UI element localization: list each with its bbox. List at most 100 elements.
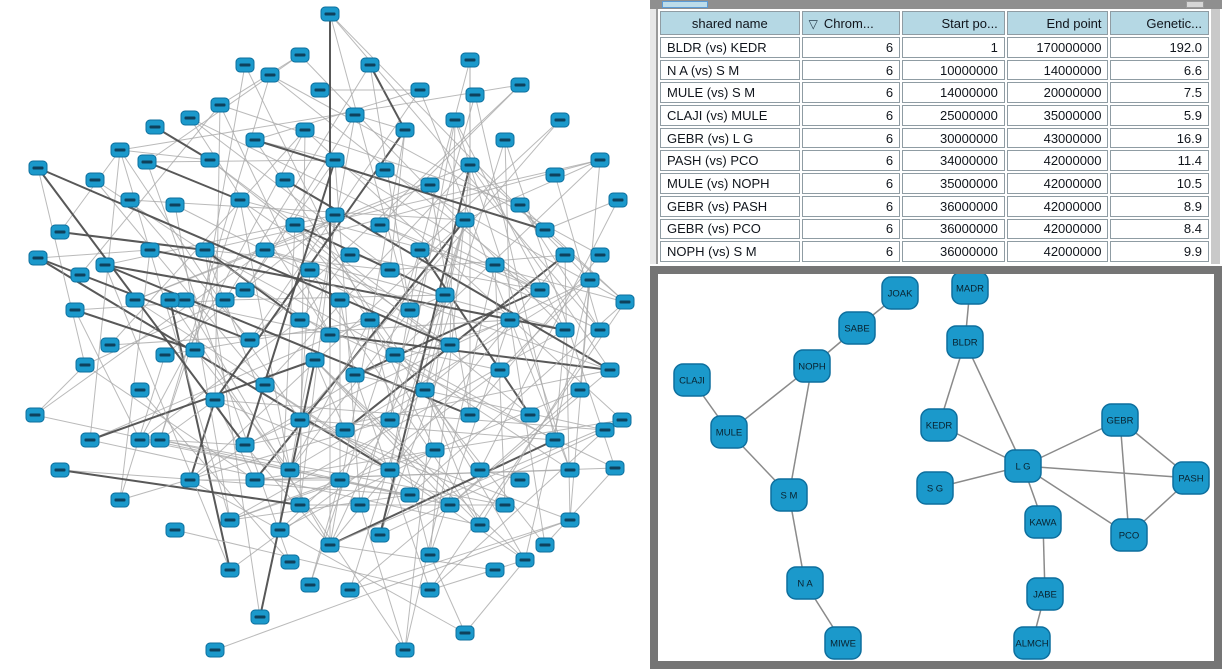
table-row[interactable]: CLAJI (vs) MULE 6 25000000 35000000 5.9 (660, 105, 1209, 126)
table-cell[interactable]: CLAJI (vs) MULE (660, 105, 800, 126)
network-node[interactable] (838, 311, 876, 345)
table-vertical-scrollbar[interactable] (1211, 9, 1220, 264)
network-node[interactable] (1024, 505, 1062, 539)
table-cell[interactable]: 34000000 (902, 150, 1005, 172)
table-cell[interactable]: 11.4 (1110, 150, 1209, 172)
subnetwork-edge[interactable] (1022, 465, 1192, 479)
table-cell[interactable]: 43000000 (1006, 127, 1109, 149)
table-row[interactable]: PASH (vs) PCO 6 34000000 42000000 11.4 (660, 150, 1209, 172)
table-cell[interactable]: NOPH (vs) S M (660, 241, 800, 262)
subnetwork-canvas[interactable]: JOAK MADR SABE BLDR NOPH CLAJI MULE KEDR GEBR L G… (658, 271, 1214, 661)
network-node[interactable] (793, 349, 831, 383)
network-node[interactable] (1101, 403, 1139, 437)
table-row[interactable]: GEBR (vs) PCO 6 36000000 42000000 8.4 (660, 218, 1209, 240)
table-row[interactable]: MULE (vs) NOPH 6 35000000 42000000 10.5 (660, 173, 1209, 194)
table-cell[interactable]: 25000000 (902, 105, 1005, 126)
table-cell[interactable]: 42000000 (1006, 150, 1109, 172)
table-cell[interactable]: 36000000 (902, 195, 1005, 217)
table-cell[interactable]: 8.9 (1110, 195, 1209, 217)
table-cell[interactable]: 1 (902, 37, 1005, 58)
table-row[interactable]: NOPH (vs) S M 6 36000000 42000000 9.9 (660, 241, 1209, 262)
table-cell[interactable]: 6.6 (1110, 59, 1209, 81)
scrollbar-thumb[interactable] (662, 1, 708, 8)
table-cell[interactable]: 6 (801, 127, 901, 149)
table-cell[interactable]: 35000000 (1006, 105, 1109, 126)
table-cell[interactable]: 42000000 (1006, 241, 1109, 262)
table-cell[interactable]: 10000000 (902, 59, 1005, 81)
network-node[interactable] (1026, 577, 1064, 611)
node-label (144, 248, 156, 252)
overview-edge (409, 301, 626, 496)
table-row[interactable]: MULE (vs) S M 6 14000000 20000000 7.5 (660, 82, 1209, 104)
table-cell[interactable]: 192.0 (1110, 37, 1209, 58)
table-cell[interactable]: MULE (vs) NOPH (660, 173, 800, 194)
table-row[interactable]: N A (vs) S M 6 10000000 14000000 6.6 (660, 59, 1209, 81)
table-cell[interactable]: GEBR (vs) L G (660, 127, 800, 149)
table-cell[interactable]: 8.4 (1110, 218, 1209, 240)
table-cell[interactable]: 36000000 (902, 241, 1005, 262)
column-header-end-point[interactable]: End point (1006, 11, 1109, 35)
table-cell[interactable]: 36000000 (902, 218, 1005, 240)
table-cell[interactable]: 14000000 (1006, 59, 1109, 81)
node-label (274, 528, 286, 532)
network-node[interactable] (824, 626, 862, 660)
table-cell[interactable]: 6 (801, 218, 901, 240)
table-cell[interactable]: 6 (801, 105, 901, 126)
network-node[interactable] (881, 276, 919, 310)
table-cell[interactable]: GEBR (vs) PCO (660, 218, 800, 240)
table-cell[interactable]: 35000000 (902, 173, 1005, 194)
table-cell[interactable]: 6 (801, 150, 901, 172)
table-row[interactable]: GEBR (vs) L G 6 30000000 43000000 16.9 (660, 127, 1209, 149)
scrollbar-end-box[interactable] (1186, 1, 1204, 8)
network-node[interactable] (770, 478, 808, 512)
node-label (384, 468, 396, 472)
table-cell[interactable]: 6 (801, 59, 901, 81)
table-cell[interactable]: 9.9 (1110, 241, 1209, 262)
network-node[interactable] (1004, 449, 1042, 483)
overview-network-canvas[interactable] (0, 0, 648, 669)
column-header-start-point[interactable]: Start po... (902, 11, 1005, 35)
table-horizontal-scrollbar[interactable] (650, 0, 1222, 9)
table-cell[interactable]: 7.5 (1110, 82, 1209, 104)
table-cell[interactable]: 5.9 (1110, 105, 1209, 126)
table-row[interactable]: GEBR (vs) PASH 6 36000000 42000000 8.9 (660, 195, 1209, 217)
table-cell[interactable]: 6 (801, 173, 901, 194)
column-header-chromosome[interactable]: ▽ Chrom... (801, 11, 901, 35)
table-cell[interactable]: 6 (801, 195, 901, 217)
network-node[interactable] (1013, 626, 1051, 660)
network-node[interactable] (1110, 518, 1148, 552)
subnetwork-edge[interactable] (964, 341, 1024, 467)
table-cell[interactable]: 42000000 (1006, 173, 1109, 194)
table-cell[interactable]: 42000000 (1006, 218, 1109, 240)
table-cell[interactable]: 30000000 (902, 127, 1005, 149)
table-cell[interactable]: 6 (801, 241, 901, 262)
table-cell[interactable]: GEBR (vs) PASH (660, 195, 800, 217)
table-cell[interactable]: BLDR (vs) KEDR (660, 37, 800, 58)
network-node[interactable] (1172, 461, 1210, 495)
table-row[interactable]: BLDR (vs) KEDR 6 1 170000000 192.0 (660, 37, 1209, 58)
network-node[interactable] (673, 363, 711, 397)
table-cell[interactable]: PASH (vs) PCO (660, 150, 800, 172)
network-node[interactable] (786, 566, 824, 600)
table-cell[interactable]: 10.5 (1110, 173, 1209, 194)
subnetwork-edge[interactable] (788, 365, 813, 496)
table-cell[interactable]: 16.9 (1110, 127, 1209, 149)
node-label (254, 615, 266, 619)
network-node[interactable] (920, 408, 958, 442)
table-cell[interactable]: 14000000 (902, 82, 1005, 104)
table-cell[interactable]: MULE (vs) S M (660, 82, 800, 104)
edge-attribute-table: shared name ▽ Chrom... Start po... End po… (658, 9, 1211, 264)
table-cell[interactable]: 20000000 (1006, 82, 1109, 104)
network-node[interactable] (916, 471, 954, 505)
network-node[interactable] (710, 415, 748, 449)
table-cell[interactable]: N A (vs) S M (660, 59, 800, 81)
column-header-shared-name[interactable]: shared name (660, 11, 800, 35)
table-cell[interactable]: 6 (801, 37, 901, 58)
filter-icon[interactable]: ▽ (808, 16, 818, 31)
subnetwork-edge[interactable] (1119, 419, 1130, 536)
column-header-genetic[interactable]: Genetic... (1110, 11, 1209, 35)
table-cell[interactable]: 170000000 (1006, 37, 1109, 58)
table-cell[interactable]: 6 (801, 82, 901, 104)
table-cell[interactable]: 42000000 (1006, 195, 1109, 217)
network-node[interactable] (946, 325, 984, 359)
